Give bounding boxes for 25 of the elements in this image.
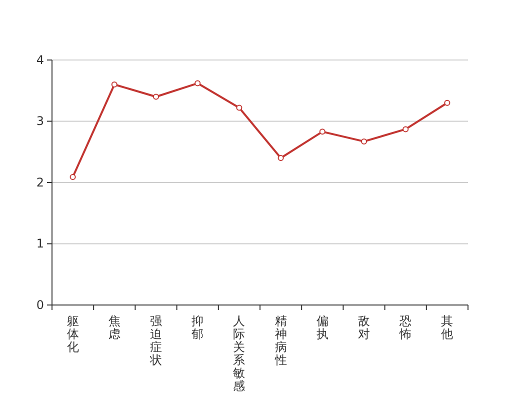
- point: [70, 174, 76, 180]
- y-tick-label: 3: [36, 114, 44, 128]
- point: [236, 104, 242, 111]
- point: [319, 128, 326, 135]
- point: [402, 126, 409, 132]
- x-tick-label: 抑郁: [192, 314, 204, 341]
- point: [194, 80, 201, 86]
- x-tick-label: 人际关系敏感: [233, 314, 246, 393]
- x-tick-label: 敌对: [358, 314, 370, 341]
- point: [111, 81, 118, 88]
- x-tick-label: 偏执: [316, 314, 328, 341]
- x-tick-label: 精神病性: [274, 314, 287, 367]
- x-tick-label: 恐怖: [398, 314, 412, 341]
- y-tick-label: 4: [36, 52, 44, 67]
- point: [152, 94, 160, 100]
- x-tick-label: 焦虑: [108, 314, 120, 341]
- y-tick-label: 2: [36, 175, 44, 190]
- x-tick-label: 强迫症状: [149, 314, 162, 367]
- point: [444, 100, 450, 106]
- point: [360, 138, 368, 144]
- x-tick-label: 其他: [441, 314, 454, 341]
- y-tick-label: 0: [36, 298, 44, 312]
- x-tick-label: 躯体化: [66, 314, 79, 354]
- point: [278, 154, 284, 162]
- y-tick-label: 1: [36, 236, 44, 251]
